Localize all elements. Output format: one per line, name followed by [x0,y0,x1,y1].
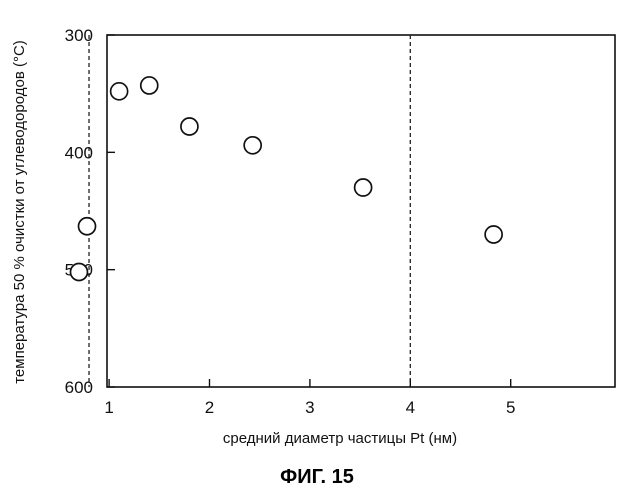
x-tick-label: 5 [506,398,515,417]
plot-frame [107,35,615,387]
x-axis-ticks: 1 2 3 4 5 [104,379,515,417]
figure-caption: ФИГ. 15 [280,466,354,488]
x-tick-label: 4 [406,398,415,417]
reference-lines [89,35,410,387]
plot-frame-group [107,35,615,387]
x-axis-title: средний диаметр частицы Pt (нм) [223,430,457,447]
x-tick-label: 1 [104,398,113,417]
data-point-2 [79,218,96,235]
data-point-1 [70,264,87,281]
data-point-3 [111,83,128,100]
data-point-6 [244,137,261,154]
data-point-4 [141,77,158,94]
y-tick-label: 300 [65,26,93,45]
y-tick-label: 600 [65,378,93,397]
data-point-8 [485,226,502,243]
y-axis-title: температура 50 % очистки от углеводородо… [11,40,28,384]
data-point-7 [355,179,372,196]
data-point-5 [181,118,198,135]
x-tick-label: 2 [205,398,214,417]
y-tick-label: 400 [65,143,93,162]
data-points [70,77,502,281]
x-tick-label: 3 [305,398,314,417]
